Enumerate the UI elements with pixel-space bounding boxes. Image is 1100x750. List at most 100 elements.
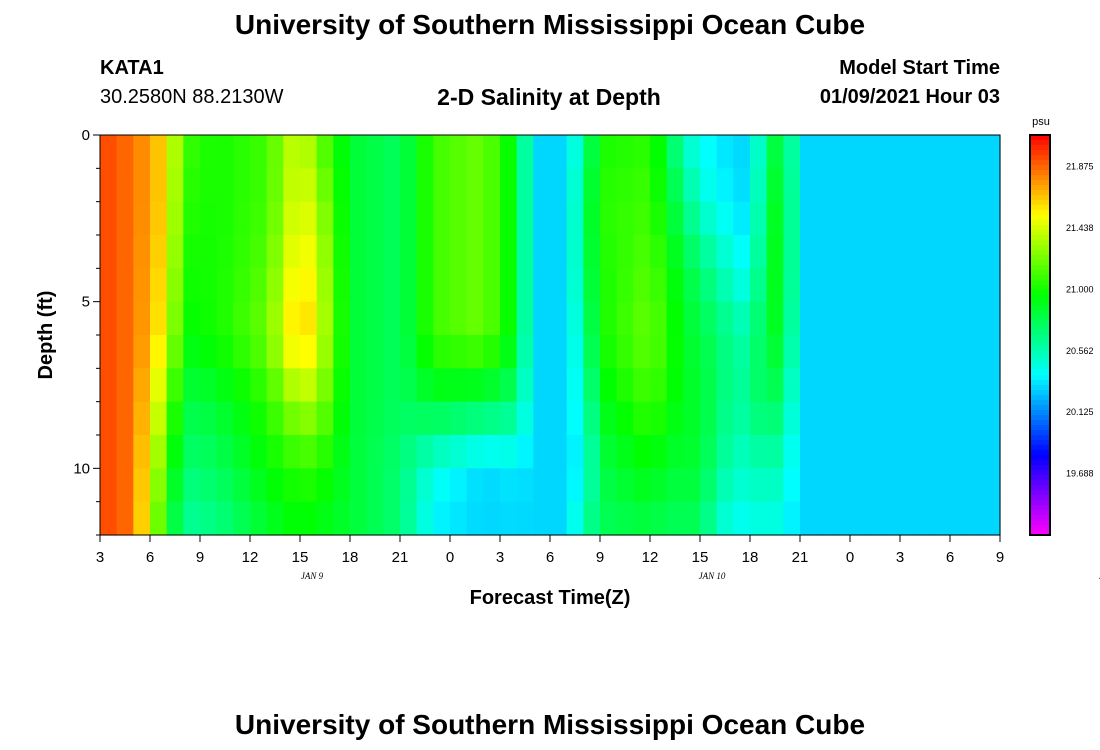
colorbar-segment <box>1030 455 1050 461</box>
heatmap-cell <box>350 201 368 236</box>
heatmap-cell <box>950 501 968 536</box>
heatmap-cell <box>600 235 618 269</box>
heatmap-cell <box>166 468 184 503</box>
heatmap-cell <box>666 135 684 169</box>
heatmap-cell <box>533 201 551 236</box>
heatmap-cell <box>900 168 918 203</box>
heatmap-cell <box>833 368 851 403</box>
heatmap-cell <box>400 501 418 536</box>
heatmap-cell <box>983 235 1001 269</box>
heatmap-cell <box>716 501 734 536</box>
heatmap-cell <box>683 368 701 403</box>
heatmap-cell <box>450 135 468 169</box>
heatmap-cell <box>700 201 718 236</box>
heatmap-cell <box>850 401 868 436</box>
heatmap-cell <box>833 135 851 169</box>
heatmap-cell <box>683 235 701 269</box>
heatmap-cell <box>950 268 968 303</box>
heatmap-cell <box>616 301 634 336</box>
heatmap-cell <box>166 368 184 403</box>
heatmap-cell <box>550 301 568 336</box>
heatmap-cell <box>666 501 684 536</box>
heatmap-cell <box>550 435 568 469</box>
heatmap-cell <box>750 468 768 503</box>
colorbar-segment <box>1030 460 1050 466</box>
heatmap-cell <box>516 435 534 469</box>
heatmap-cell <box>200 135 218 169</box>
heatmap-cell <box>433 235 451 269</box>
heatmap-cell <box>150 335 168 369</box>
heatmap-cell <box>800 335 818 369</box>
heatmap-cell <box>800 135 818 169</box>
heatmap-cell <box>616 268 634 303</box>
heatmap-cell <box>583 468 601 503</box>
heatmap-cell <box>700 468 718 503</box>
heatmap-cell <box>216 301 234 336</box>
heatmap-cell <box>300 201 318 236</box>
day-label: JAN 9 <box>301 571 324 581</box>
heatmap-cell <box>566 268 584 303</box>
colorbar-tick-label: 20.562 <box>1066 346 1094 356</box>
heatmap-cell <box>116 168 134 203</box>
heatmap-cell <box>583 335 601 369</box>
heatmap-cell <box>916 435 934 469</box>
heatmap-cell <box>900 268 918 303</box>
colorbar-tick-label: 19.688 <box>1066 469 1094 479</box>
colorbar-segment <box>1030 295 1050 301</box>
heatmap-cell <box>250 435 268 469</box>
heatmap-cell <box>300 135 318 169</box>
colorbar-segment <box>1030 215 1050 221</box>
colorbar-segment <box>1030 335 1050 341</box>
colorbar-segment <box>1030 160 1050 166</box>
heatmap-cell <box>300 368 318 403</box>
heatmap-cell <box>616 401 634 436</box>
heatmap-cell <box>733 235 751 269</box>
heatmap-cell <box>200 268 218 303</box>
colorbar-segment <box>1030 485 1050 491</box>
x-tick-label: 12 <box>242 549 259 566</box>
colorbar-segment <box>1030 490 1050 496</box>
heatmap-cell <box>116 268 134 303</box>
heatmap-cell <box>566 435 584 469</box>
heatmap-cell <box>816 401 834 436</box>
heatmap-cell <box>616 201 634 236</box>
heatmap-cell <box>283 168 301 203</box>
heatmap-cell <box>533 368 551 403</box>
colorbar-segment <box>1030 470 1050 476</box>
heatmap-cell <box>333 335 351 369</box>
x-tick-label: 3 <box>96 549 104 566</box>
heatmap-cell <box>616 501 634 536</box>
heatmap-cell <box>350 368 368 403</box>
heatmap-cell <box>966 301 984 336</box>
heatmap-cell <box>866 335 884 369</box>
heatmap-cell <box>633 168 651 203</box>
heatmap-cell <box>450 368 468 403</box>
heatmap-cell <box>966 201 984 236</box>
heatmap-cell <box>816 201 834 236</box>
colorbar-segment <box>1030 510 1050 516</box>
station-coords: 30.2580N 88.2130W <box>100 86 284 108</box>
heatmap-cell <box>250 201 268 236</box>
heatmap-cell <box>416 401 434 436</box>
heatmap-cell <box>933 468 951 503</box>
heatmap-cell <box>716 301 734 336</box>
heatmap-cell <box>900 468 918 503</box>
heatmap-cell <box>933 301 951 336</box>
heatmap-cell <box>350 235 368 269</box>
heatmap-cell <box>850 435 868 469</box>
heatmap-cell <box>816 435 834 469</box>
heatmap-cell <box>983 135 1001 169</box>
heatmap-cell <box>933 501 951 536</box>
heatmap-cell <box>400 301 418 336</box>
model-start-time: 01/09/2021 Hour 03 <box>819 86 1000 108</box>
heatmap-cell <box>333 468 351 503</box>
heatmap-cell <box>300 401 318 436</box>
heatmap-cell <box>950 401 968 436</box>
heatmap-cell <box>500 435 518 469</box>
heatmap-cell <box>333 201 351 236</box>
heatmap-cell <box>250 235 268 269</box>
colorbar-unit: psu <box>1032 116 1050 128</box>
colorbar-segment <box>1030 355 1050 361</box>
heatmap-cell <box>200 368 218 403</box>
heatmap-cell <box>733 468 751 503</box>
